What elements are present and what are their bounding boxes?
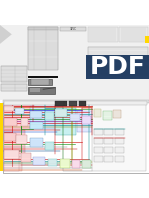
Bar (15, 108, 24, 114)
Bar (55, 109, 67, 117)
Bar (94, 147, 103, 153)
Bar (60, 27, 86, 30)
Bar (4, 150, 19, 159)
Bar (4, 106, 14, 111)
Bar (88, 27, 118, 42)
Polygon shape (0, 25, 24, 44)
Bar (28, 79, 52, 86)
Bar (119, 27, 148, 42)
Bar (0, 25, 149, 100)
Bar (1, 66, 27, 82)
Bar (4, 105, 34, 129)
Bar (4, 133, 16, 141)
Bar (82, 160, 91, 168)
Bar (31, 79, 49, 85)
Bar (21, 153, 31, 162)
Bar (4, 118, 17, 126)
Bar (94, 156, 103, 162)
Bar (28, 27, 58, 30)
Bar (30, 111, 42, 118)
Bar (88, 47, 148, 61)
Bar (16, 135, 27, 144)
Bar (45, 112, 54, 120)
Bar (30, 88, 40, 92)
Bar (94, 109, 101, 117)
Bar (4, 156, 22, 170)
Bar (112, 67, 123, 74)
Bar (115, 138, 124, 144)
Bar (0, 104, 3, 170)
Bar (4, 156, 19, 170)
Bar (79, 101, 86, 106)
Bar (30, 107, 63, 129)
Bar (28, 76, 58, 78)
Bar (28, 87, 55, 94)
Bar (113, 110, 121, 118)
Bar (101, 67, 111, 74)
Bar (0, 104, 3, 170)
Text: 325C: 325C (70, 27, 76, 31)
Bar (115, 129, 124, 135)
Bar (3, 101, 149, 104)
Bar (104, 129, 113, 135)
Bar (115, 147, 124, 153)
Bar (104, 138, 113, 144)
Bar (69, 101, 77, 106)
Bar (92, 102, 146, 170)
Bar (94, 138, 103, 144)
Bar (88, 66, 148, 75)
Bar (72, 160, 80, 168)
Bar (4, 130, 25, 154)
Bar (21, 118, 28, 126)
Bar (86, 55, 149, 79)
Bar (104, 156, 113, 162)
Bar (60, 159, 70, 168)
Bar (136, 67, 147, 74)
Bar (70, 114, 80, 121)
Bar (82, 116, 91, 124)
Bar (124, 67, 135, 74)
Bar (1, 84, 27, 91)
Bar (104, 147, 113, 153)
Bar (33, 157, 45, 165)
Bar (4, 101, 147, 105)
Bar (30, 122, 43, 129)
Bar (94, 129, 103, 135)
Bar (145, 36, 149, 43)
Polygon shape (0, 25, 24, 44)
Bar (48, 159, 57, 166)
Bar (77, 111, 92, 132)
Bar (55, 101, 67, 106)
Bar (3, 100, 149, 173)
Bar (103, 111, 112, 120)
Text: PDF: PDF (90, 55, 146, 79)
Bar (0, 100, 149, 173)
Bar (55, 108, 76, 135)
Bar (30, 138, 43, 147)
Bar (28, 27, 58, 70)
Bar (89, 67, 99, 74)
Bar (45, 142, 54, 150)
Bar (115, 156, 124, 162)
